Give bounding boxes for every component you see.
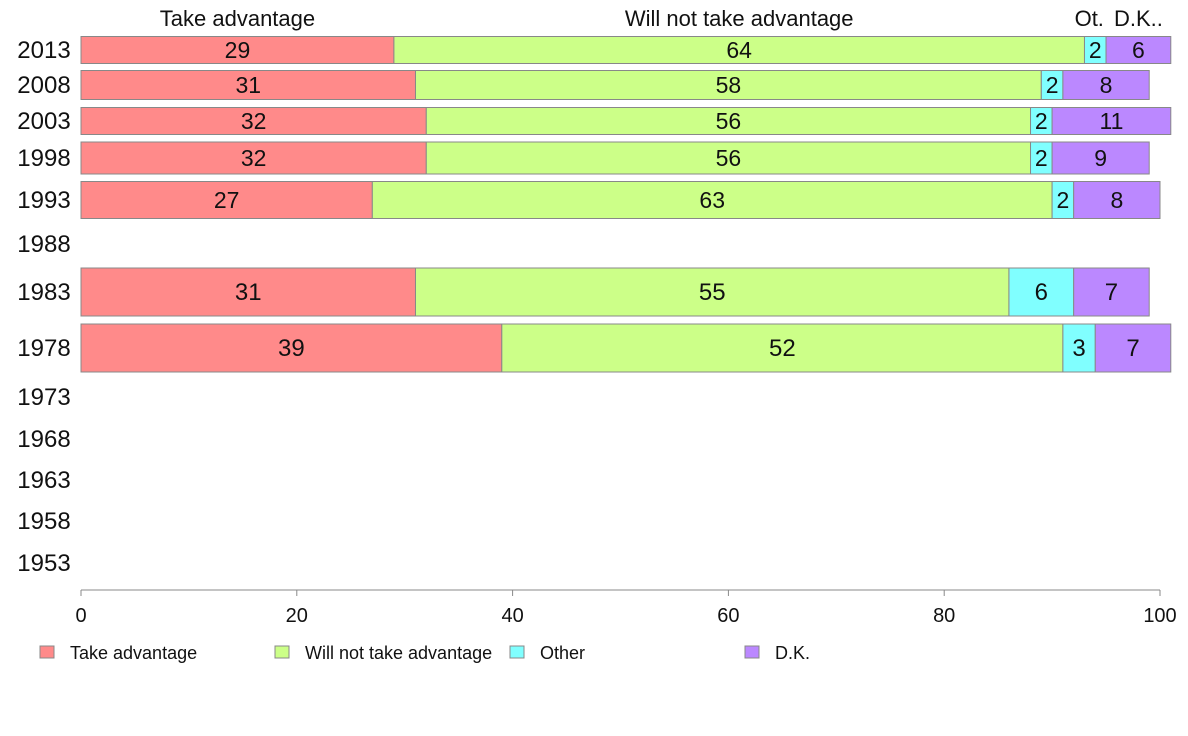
data-label: 8 — [1110, 187, 1123, 213]
data-label: 3 — [1072, 335, 1085, 362]
year-label: 1983 — [17, 279, 70, 306]
bar-segment — [80, 141, 427, 175]
data-label: 2 — [1089, 37, 1102, 63]
data-label: 2 — [1035, 108, 1048, 134]
bar-segment — [1062, 70, 1150, 100]
column-header: Will not take advantage — [625, 6, 854, 31]
bar-segment — [425, 141, 1032, 175]
legend-swatch — [744, 645, 760, 659]
legend-label: D.K. — [775, 643, 810, 663]
x-tick-label: 0 — [75, 605, 86, 627]
data-label: 52 — [769, 335, 796, 362]
year-label: 1993 — [17, 187, 70, 214]
data-label: 64 — [726, 37, 752, 63]
data-label: 2 — [1035, 145, 1048, 171]
data-label: 32 — [241, 145, 267, 171]
data-label: 58 — [716, 72, 742, 98]
year-label: 2013 — [17, 37, 70, 64]
data-label: 11 — [1099, 108, 1123, 134]
bar-segment — [414, 70, 1042, 100]
year-label: 1978 — [17, 335, 70, 362]
data-label: 7 — [1105, 279, 1118, 306]
year-label: 1988 — [17, 231, 70, 258]
bar-segment — [80, 107, 427, 135]
column-header: Ot. — [1075, 6, 1104, 31]
bar-segment — [1051, 141, 1150, 175]
x-tick-label: 80 — [933, 605, 955, 627]
data-label: 2 — [1056, 187, 1069, 213]
data-label: 39 — [278, 335, 305, 362]
bar-segment — [414, 267, 1010, 317]
x-tick-label: 60 — [717, 605, 739, 627]
data-label: 31 — [235, 72, 261, 98]
data-label: 63 — [699, 187, 725, 213]
data-label: 6 — [1132, 37, 1145, 63]
bar-segment — [1105, 36, 1172, 64]
year-label: 1953 — [17, 550, 70, 577]
data-label: 2 — [1046, 72, 1059, 98]
column-header: Take advantage — [160, 6, 315, 31]
year-label: 1973 — [17, 384, 70, 411]
year-label: 1968 — [17, 426, 70, 453]
bar-segment — [393, 36, 1085, 64]
data-label: 32 — [241, 108, 267, 134]
year-label: 1958 — [17, 508, 70, 535]
data-label: 6 — [1035, 279, 1048, 306]
data-label: 55 — [699, 279, 726, 306]
bar-segment — [425, 107, 1032, 135]
bar-segment — [1008, 267, 1075, 317]
bar-segment — [80, 36, 395, 64]
legend-label: Take advantage — [70, 643, 197, 663]
bar-segment — [1051, 107, 1172, 135]
bar-segment — [80, 181, 373, 219]
x-tick-label: 20 — [286, 605, 308, 627]
data-label: 56 — [716, 145, 742, 171]
year-label: 1963 — [17, 467, 70, 494]
x-tick-label: 100 — [1143, 605, 1176, 627]
bar-segment — [80, 323, 503, 373]
bar-segment — [1094, 323, 1172, 373]
data-label: 8 — [1100, 72, 1113, 98]
legend-swatch — [39, 645, 55, 659]
legend-swatch — [509, 645, 525, 659]
legend-label: Will not take advantage — [305, 643, 492, 663]
data-label: 27 — [214, 187, 240, 213]
bar-segment — [80, 70, 416, 100]
bar-segment — [1073, 181, 1161, 219]
year-label: 2008 — [17, 72, 70, 99]
year-label: 2003 — [17, 108, 70, 135]
data-label: 7 — [1126, 335, 1139, 362]
bar-segment — [1073, 267, 1150, 317]
column-header: D.K.. — [1114, 6, 1163, 31]
data-label: 31 — [235, 279, 262, 306]
year-label: 1998 — [17, 145, 70, 172]
legend-label: Other — [540, 643, 585, 663]
bar-segment — [371, 181, 1053, 219]
x-tick-label: 40 — [501, 605, 523, 627]
data-label: 29 — [225, 37, 251, 63]
bar-segment — [501, 323, 1064, 373]
data-label: 9 — [1094, 145, 1107, 171]
data-label: 56 — [716, 108, 742, 134]
legend-swatch — [274, 645, 290, 659]
